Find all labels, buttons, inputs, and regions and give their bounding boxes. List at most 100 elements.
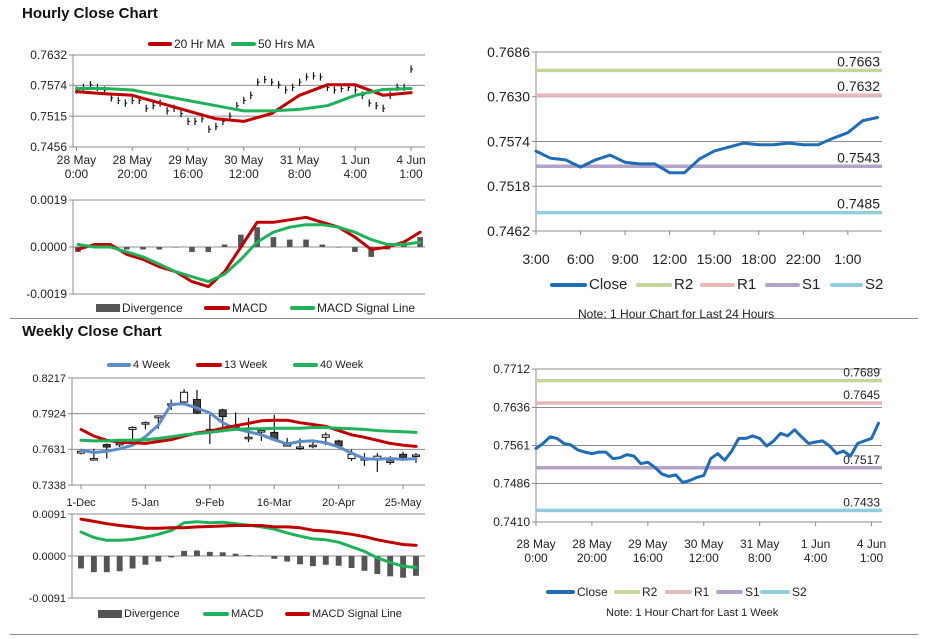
divergence-bar [374, 556, 381, 574]
legend-swatch [96, 304, 120, 312]
level-value-s2: 0.7485 [837, 196, 880, 212]
legend-swatch [636, 282, 672, 287]
divergence-bar [413, 556, 419, 576]
y-tick-label: 0.7631 [32, 444, 66, 456]
x-tick-label: 4:00 [804, 551, 828, 565]
legend-label: Close [577, 585, 608, 599]
divergence-bar [116, 556, 123, 572]
y-tick-label: 0.7636 [493, 401, 530, 415]
y-tick-label: 0.7410 [493, 515, 530, 529]
divergence-bar [205, 247, 212, 252]
legend-label: Divergence [122, 301, 183, 315]
x-tick-label: 28 May [57, 153, 96, 167]
legend-label: 13 Week [224, 359, 268, 371]
y-tick-label: 0.7338 [32, 480, 66, 492]
legend-label: 4 Week [133, 359, 171, 371]
legend-swatch [290, 306, 315, 310]
level-value-r2: 0.7663 [837, 53, 880, 69]
legend-swatch [550, 282, 587, 287]
bottom-divider [10, 634, 918, 635]
legend-label: R1 [737, 276, 757, 293]
divergence-bar [335, 556, 342, 566]
legend-label: MACD [231, 608, 264, 620]
y-tick-label: 0.7456 [30, 140, 67, 154]
legend-swatch [830, 282, 863, 287]
y-tick-label: 0.7712 [493, 362, 530, 376]
legend-item-close: Close [546, 585, 608, 599]
divergence-bar [309, 556, 316, 567]
legend-label: R2 [674, 276, 694, 293]
x-tick-label: 22:00 [786, 251, 821, 267]
legend-label: 20 Hr MA [174, 37, 225, 51]
legend-item-macd: MACD [204, 301, 267, 315]
legend-item-s2: S2 [760, 585, 807, 599]
y-tick-label: 0.7574 [487, 133, 530, 149]
x-tick-label: 6:00 [567, 251, 594, 267]
divergence-bar [155, 556, 162, 562]
candle-body [128, 427, 137, 430]
divergence-bar [238, 234, 244, 247]
hourly-levels-chart: 0.7686 0.7630 0.7574 0.7518 0.7462 3:00 6:00 9:… [487, 44, 882, 267]
x-tick-label: 9:00 [611, 251, 638, 267]
candle-body [89, 458, 98, 461]
divergence-bar [103, 556, 110, 573]
divergence-bar [254, 227, 260, 247]
x-tick-label: 16:00 [633, 551, 663, 565]
candle-body [141, 422, 150, 425]
divergence-bar [303, 239, 309, 247]
divergence-bar [361, 556, 368, 571]
divergence-bar [181, 550, 188, 556]
legend-label: MACD Signal Line [317, 301, 416, 315]
y-tick-label: -0.0091 [29, 593, 66, 605]
legend-item-macd-signal-line: MACD Signal Line [290, 301, 415, 315]
x-tick-label: 15:00 [697, 251, 732, 267]
divergence-bar [286, 239, 293, 247]
legend-item-r2: R2 [636, 276, 693, 293]
legend-item-50-hrs-ma: 50 Hrs MA [231, 37, 315, 51]
divergence-bar [189, 247, 195, 252]
y-tick-label: 0.7924 [32, 409, 66, 421]
divergence-bar [140, 247, 146, 250]
legend-item-macd-signal-line: MACD Signal Line [285, 608, 402, 620]
section-divider [10, 318, 918, 319]
legend-label: R1 [694, 585, 710, 599]
x-tick-label: 12:00 [689, 551, 719, 565]
legend-label: 50 Hrs MA [258, 37, 315, 51]
legend-item-20-hr-ma: 20 Hr MA [148, 37, 225, 51]
divergence-bar [297, 556, 303, 565]
x-tick-label: 20:00 [117, 167, 147, 181]
legend-swatch [293, 363, 318, 367]
divergence-bar [194, 550, 200, 556]
y-tick-label: 0.8217 [32, 373, 66, 385]
candle-body [321, 434, 330, 438]
x-tick-label: 3:00 [522, 251, 549, 267]
x-tick-label: 8:00 [748, 551, 772, 565]
legend-swatch [716, 590, 743, 594]
legend-label: Divergence [124, 608, 180, 620]
divergence-bar [387, 556, 394, 577]
divergence-bar [142, 556, 149, 565]
x-tick-label: 4:00 [344, 167, 368, 181]
x-tick-label: 5-Jan [132, 497, 160, 509]
legend-item-divergence: Divergence [96, 301, 183, 315]
x-tick-label: 1 Jun [341, 153, 370, 167]
x-tick-label: 1:00 [399, 167, 423, 181]
legend-label: R2 [642, 585, 658, 599]
y-tick-label: 0.7574 [30, 79, 67, 93]
x-tick-label: 31 May [740, 537, 779, 551]
x-tick-label: 12:00 [652, 251, 687, 267]
candle-body [180, 391, 189, 403]
x-tick-label: 16:00 [173, 167, 203, 181]
y-tick-label: 0.7462 [487, 223, 530, 239]
x-tick-label: 8:00 [288, 167, 312, 181]
x-tick-label: 9-Feb [195, 497, 224, 509]
series-line-20-hr-ma [75, 83, 413, 123]
legend-swatch [98, 610, 122, 618]
y-tick-label: 0.0019 [30, 193, 67, 207]
divergence-bar [258, 555, 265, 557]
divergence-bar [123, 247, 130, 250]
divergence-bar [335, 247, 342, 248]
y-tick-label: 0.7515 [30, 109, 67, 123]
